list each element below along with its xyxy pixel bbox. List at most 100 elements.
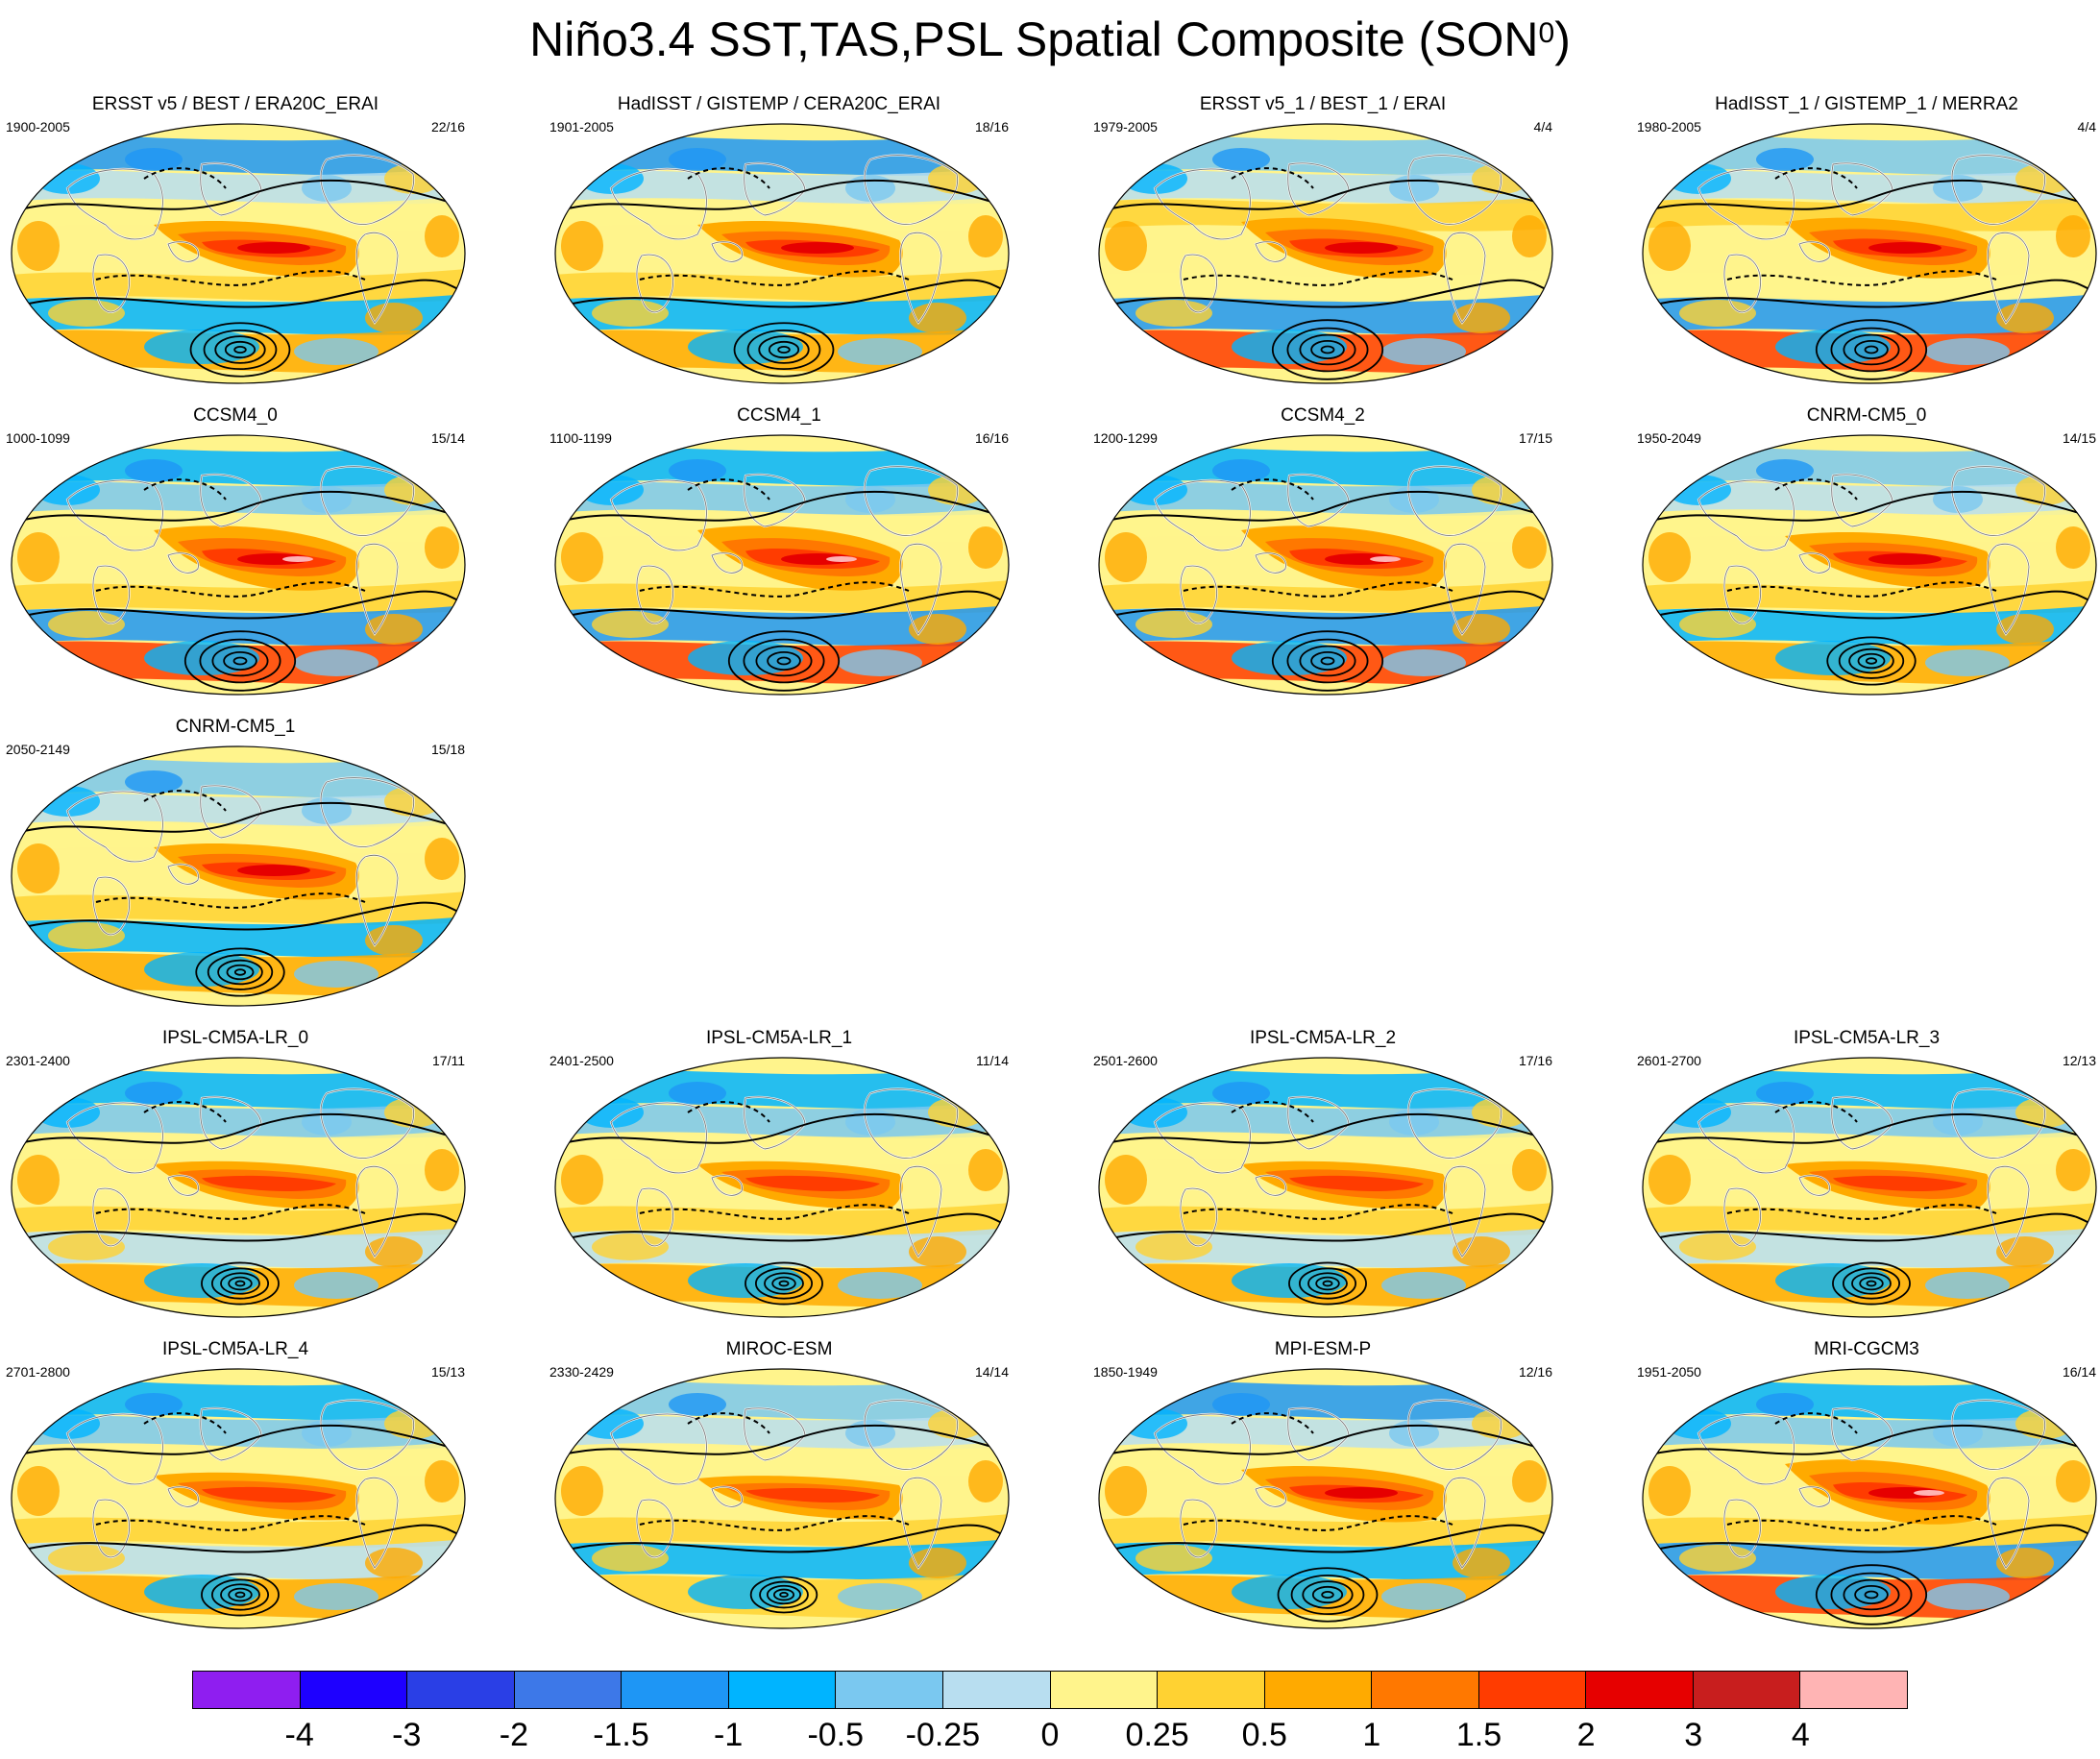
panel-years: 2601-2700 [1637, 1053, 1701, 1068]
colorbar-tick-label: 0.25 [1125, 1717, 1189, 1753]
panel-event-count: 16/16 [974, 430, 1009, 446]
panel-years: 1901-2005 [549, 119, 614, 134]
colorbar-tick-label: 3 [1684, 1717, 1703, 1753]
panel-title: IPSL-CM5A-LR_1 [705, 1028, 853, 1048]
panel-title: ERSST v5_1 / BEST_1 / ERAI [1199, 94, 1447, 114]
panel-event-count: 12/13 [2062, 1053, 2096, 1068]
panel-title: CNRM-CM5_1 [175, 717, 296, 737]
robinson-map [11, 1057, 466, 1318]
map-panel: CCSM4_0 1000-1099 15/14 [0, 405, 471, 722]
figure-title: Niño3.4 SST,TAS,PSL Spatial Composite (S… [0, 6, 2100, 73]
panel-event-count: 16/14 [2062, 1364, 2096, 1380]
panel-title: IPSL-CM5A-LR_3 [1793, 1028, 1941, 1048]
panel-years: 1951-2050 [1637, 1364, 1701, 1380]
colorbar-swatch [407, 1672, 515, 1708]
panel-years: 2330-2429 [549, 1364, 614, 1380]
panel-years: 1000-1099 [6, 430, 70, 446]
panel-title: MIROC-ESM [725, 1339, 833, 1359]
robinson-map [1642, 434, 2097, 696]
map-panel: IPSL-CM5A-LR_3 2601-2700 12/13 [1631, 1028, 2100, 1345]
robinson-map [11, 123, 466, 384]
map-panel: CCSM4_1 1100-1199 16/16 [544, 405, 1014, 722]
panel-event-count: 15/13 [430, 1364, 465, 1380]
figure-title-superscript: 0 [1538, 17, 1555, 49]
colorbar-tick-label: -0.25 [905, 1717, 981, 1753]
panel-years: 1100-1199 [549, 430, 612, 446]
panel-event-count: 11/14 [976, 1053, 1009, 1068]
panel-years: 1200-1299 [1093, 430, 1158, 446]
map-panel: MPI-ESM-P 1850-1949 12/16 [1087, 1339, 1558, 1656]
map-panel: IPSL-CM5A-LR_2 2501-2600 17/16 [1087, 1028, 1558, 1345]
panel-event-count: 18/16 [974, 119, 1009, 134]
colorbar-swatch [514, 1672, 623, 1708]
panel-event-count: 17/16 [1518, 1053, 1552, 1068]
colorbar-tick-label: -0.5 [807, 1717, 865, 1753]
panel-years: 1980-2005 [1637, 119, 1701, 134]
robinson-map [1642, 1368, 2097, 1629]
map-panel: CCSM4_2 1200-1299 17/15 [1087, 405, 1558, 722]
panel-event-count: 12/16 [1518, 1364, 1552, 1380]
panel-years: 1979-2005 [1093, 119, 1158, 134]
robinson-map [554, 434, 1010, 696]
panel-event-count: 15/18 [430, 742, 465, 757]
colorbar-swatch [1264, 1672, 1373, 1708]
map-panel: IPSL-CM5A-LR_0 2301-2400 17/11 [0, 1028, 471, 1345]
panel-title: CCSM4_1 [737, 405, 821, 426]
colorbar-swatch [1693, 1672, 1801, 1708]
robinson-map [554, 1368, 1010, 1629]
robinson-map [11, 434, 466, 696]
panel-event-count: 14/15 [2062, 430, 2096, 446]
map-panel: CNRM-CM5_0 1950-2049 14/15 [1631, 405, 2100, 722]
robinson-map [1098, 1368, 1553, 1629]
robinson-map [1642, 1057, 2097, 1318]
colorbar-tick-label: 1.5 [1455, 1717, 1502, 1753]
map-panel: MRI-CGCM3 1951-2050 16/14 [1631, 1339, 2100, 1656]
panel-title: IPSL-CM5A-LR_4 [161, 1339, 309, 1359]
colorbar-tick-label: 4 [1791, 1717, 1810, 1753]
panel-title: MPI-ESM-P [1274, 1339, 1372, 1359]
panel-event-count: 22/16 [430, 119, 465, 134]
robinson-map [1098, 434, 1553, 696]
panel-title: HadISST_1 / GISTEMP_1 / MERRA2 [1715, 94, 2018, 114]
colorbar-tick-label: -2 [499, 1717, 528, 1753]
colorbar-swatch [1586, 1672, 1694, 1708]
map-panel: IPSL-CM5A-LR_1 2401-2500 11/14 [544, 1028, 1014, 1345]
panel-years: 1850-1949 [1093, 1364, 1158, 1380]
colorbar-swatch [193, 1672, 301, 1708]
panel-title: CCSM4_0 [193, 405, 278, 426]
panel-title: ERSST v5 / BEST / ERA20C_ERAI [91, 94, 379, 114]
colorbar-swatch [1478, 1672, 1587, 1708]
map-panel: ERSST v5 / BEST / ERA20C_ERAI 1900-2005 22… [0, 94, 471, 411]
colorbar-swatch [1158, 1672, 1265, 1708]
colorbar-labels: -4 -3 -2 -1.5 -1 -0.5 -0.25 0 0.25 0.5 1 1.5 2 3 4 [192, 1714, 1908, 1756]
colorbar-tick-label: -3 [392, 1717, 422, 1753]
panel-title: MRI-CGCM3 [1814, 1339, 1919, 1359]
panel-title: CCSM4_2 [1281, 405, 1365, 426]
figure-title-end: ) [1554, 12, 1571, 66]
colorbar-swatch [836, 1672, 943, 1708]
map-panel: CNRM-CM5_1 2050-2149 15/18 [0, 717, 471, 1034]
robinson-map [11, 1368, 466, 1629]
colorbar-swatch [728, 1672, 837, 1708]
colorbar [192, 1671, 1908, 1709]
robinson-map [554, 123, 1010, 384]
colorbar-swatch [1050, 1672, 1159, 1708]
panel-event-count: 17/15 [1518, 430, 1552, 446]
colorbar-swatch [942, 1672, 1051, 1708]
panel-event-count: 4/4 [2077, 119, 2096, 134]
colorbar-tick-label: -4 [284, 1717, 314, 1753]
colorbar-swatch [300, 1672, 408, 1708]
panel-years: 2501-2600 [1093, 1053, 1158, 1068]
panel-years: 2301-2400 [6, 1053, 70, 1068]
colorbar-swatch [1800, 1672, 1907, 1708]
colorbar-swatch [1372, 1672, 1479, 1708]
map-panel: ERSST v5_1 / BEST_1 / ERAI 1979-2005 4/4 [1087, 94, 1558, 411]
robinson-map [1642, 123, 2097, 384]
panel-title: CNRM-CM5_0 [1806, 405, 1927, 426]
colorbar-tick-label: -1.5 [593, 1717, 649, 1753]
colorbar-tick-label: 1 [1362, 1717, 1381, 1753]
colorbar-tick-label: 2 [1576, 1717, 1596, 1753]
robinson-map [554, 1057, 1010, 1318]
panel-event-count: 17/11 [432, 1053, 465, 1068]
panel-years: 1900-2005 [6, 119, 70, 134]
